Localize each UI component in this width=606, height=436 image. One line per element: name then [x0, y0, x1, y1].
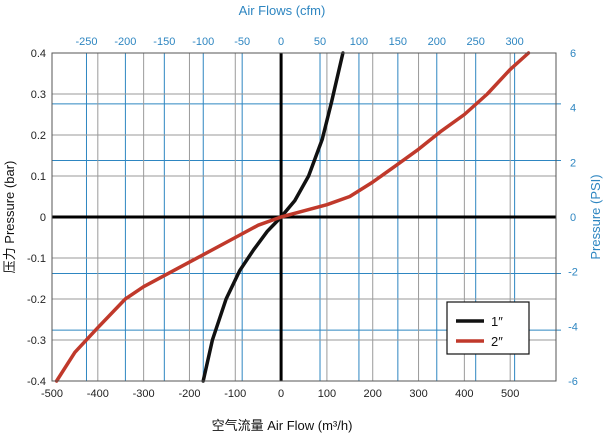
x2-tick-label: -150: [153, 36, 175, 48]
x-tick-label: 200: [364, 388, 382, 400]
x-tick-label: 300: [409, 388, 427, 400]
y-tick-label: 0.1: [31, 171, 46, 183]
y2-tick-label: 6: [570, 48, 576, 60]
x2-tick-label: 150: [389, 36, 407, 48]
bottom-axis-ticks: -500 -400 -300 -200 -100 0 100 200 300 400 500: [41, 388, 519, 400]
x-tick-label: -400: [87, 388, 109, 400]
x-tick-label: 100: [318, 388, 336, 400]
y2-tick-label: 2: [570, 157, 576, 169]
x2-tick-label: -200: [114, 36, 136, 48]
x2-tick-label: -250: [75, 36, 97, 48]
x-tick-label: 400: [455, 388, 473, 400]
y-tick-label: 0.2: [31, 130, 46, 142]
x-tick-label: -200: [178, 388, 200, 400]
x2-tick-label: 50: [314, 36, 326, 48]
y-tick-label: -0.1: [27, 253, 46, 265]
bottom-axis-title: 空气流量 Air Flow (m³/h): [212, 418, 353, 433]
right-axis-title: Pressure (PSI): [588, 174, 603, 259]
series-layer: [54, 51, 531, 383]
left-axis-title: 压力 Pressure (bar): [2, 161, 17, 274]
top-axis-title: Air Flows (cfm): [239, 3, 326, 18]
y2-tick-label: -2: [568, 267, 578, 279]
x-tick-label: -500: [41, 388, 63, 400]
top-axis-ticks: -250 -200 -150 -100 -50 0 50 100 150 200 250 300: [75, 36, 523, 48]
legend-box: [446, 301, 530, 355]
x-tick-label: -300: [133, 388, 155, 400]
x2-tick-label: 250: [467, 36, 485, 48]
y2-tick-label: 0: [570, 212, 576, 224]
legend-label-2in: 2″: [491, 334, 503, 349]
y-tick-label: 0.4: [31, 48, 46, 60]
x2-tick-label: 100: [350, 36, 368, 48]
y-tick-label: 0.3: [31, 89, 46, 101]
y2-tick-label: 4: [570, 103, 576, 115]
y2-tick-label: -6: [568, 376, 578, 388]
x2-tick-label: -50: [234, 36, 250, 48]
y-tick-label: -0.2: [27, 294, 46, 306]
legend: 1″ 2″: [446, 301, 530, 355]
x-tick-label: 500: [501, 388, 519, 400]
x-tick-label: -100: [224, 388, 246, 400]
legend-label-1in: 1″: [491, 314, 503, 329]
left-axis-ticks: -0.4 -0.3 -0.2 -0.1 0 0.1 0.2 0.3 0.4: [27, 48, 46, 388]
series-line-2in: [54, 51, 531, 383]
x2-tick-label: 300: [505, 36, 523, 48]
series-line-1in: [201, 51, 345, 383]
plot-frame: [51, 52, 557, 382]
y-tick-label: -0.4: [27, 376, 46, 388]
x-tick-label: 0: [278, 388, 284, 400]
x2-tick-label: 200: [428, 36, 446, 48]
y-tick-label: 0: [40, 212, 46, 224]
y2-tick-label: -4: [568, 321, 578, 333]
y-tick-label: -0.3: [27, 335, 46, 347]
x2-tick-label: 0: [278, 36, 284, 48]
right-axis-ticks: -6 -4 -2 0 2 4 6: [568, 48, 578, 388]
x2-tick-label: -100: [192, 36, 214, 48]
